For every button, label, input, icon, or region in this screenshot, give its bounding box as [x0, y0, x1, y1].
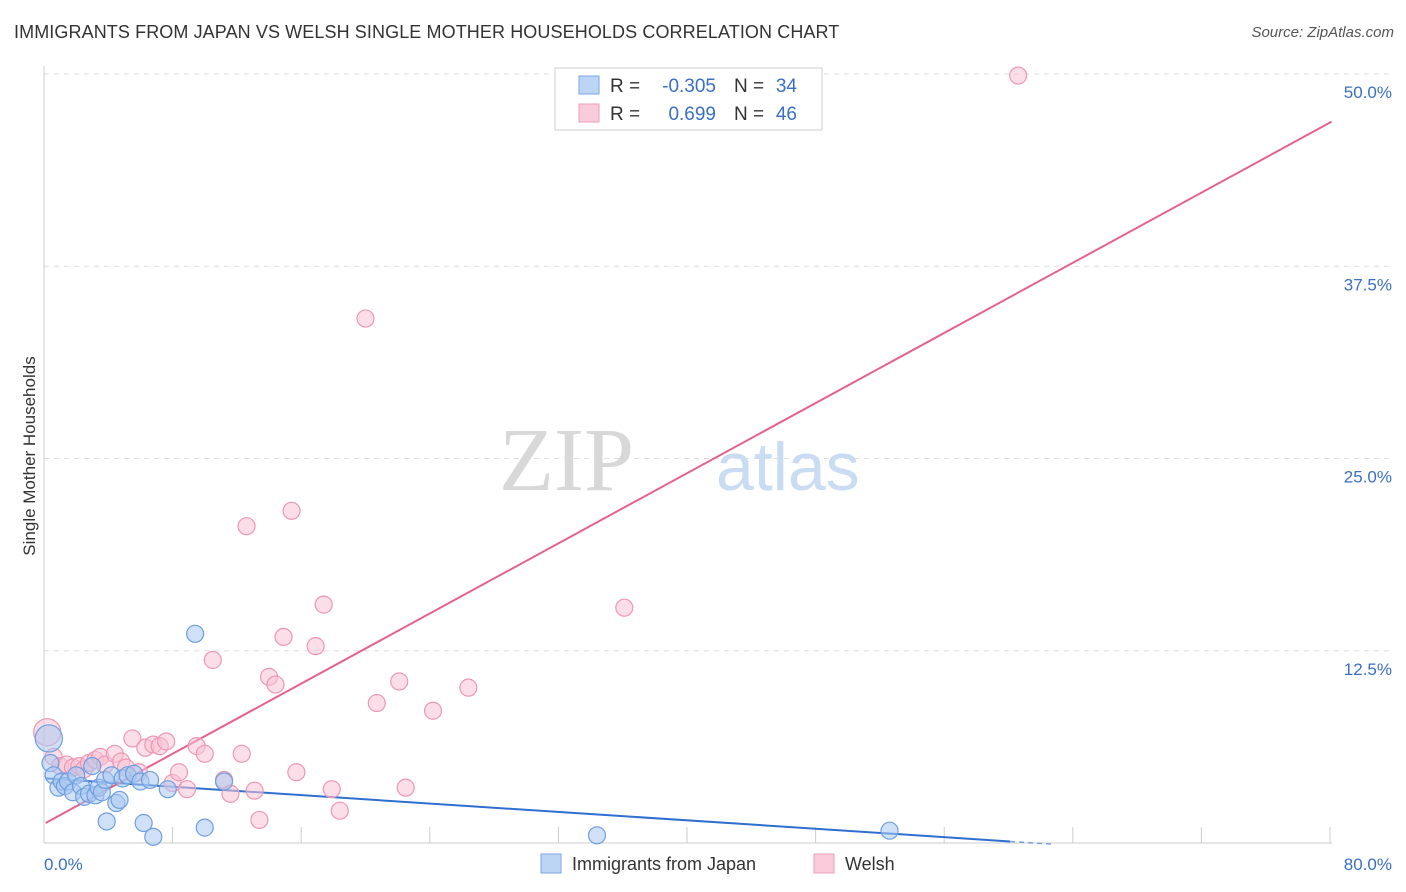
- point-welsh: [203, 650, 222, 670]
- series-legend-swatch-japan: [540, 853, 562, 874]
- point-japan: [83, 756, 102, 776]
- point-japan: [158, 780, 177, 799]
- legend-swatch-blue: [578, 75, 600, 95]
- chart-title: IMMIGRANTS FROM JAPAN VS WELSH SINGLE MO…: [14, 22, 840, 42]
- point-welsh: [282, 501, 301, 520]
- legend-swatch-pink: [578, 103, 600, 123]
- point-welsh: [245, 781, 264, 800]
- point-japan: [186, 624, 205, 643]
- data-points: [33, 66, 1028, 846]
- point-welsh: [169, 763, 189, 782]
- point-welsh: [287, 763, 306, 782]
- point-japan: [134, 813, 153, 833]
- point-welsh: [367, 693, 386, 713]
- axes: [43, 66, 1332, 844]
- point-welsh: [615, 598, 634, 617]
- x-tick-label-max: 80.0%: [1344, 855, 1392, 874]
- point-welsh: [322, 780, 341, 799]
- source-credit: Source: ZipAtlas.com: [1251, 24, 1394, 41]
- legend-r-label-blue: R =: [610, 76, 640, 97]
- series-legend-label-welsh: Welsh: [845, 854, 895, 874]
- trendline-japan-extension: [1010, 840, 1054, 846]
- point-japan: [195, 818, 214, 837]
- x-tick-label-min: 0.0%: [44, 855, 83, 874]
- legend-n-value-pink: 46: [776, 104, 797, 125]
- point-japan: [140, 770, 160, 790]
- watermark: ZIP atlas: [499, 411, 860, 510]
- point-welsh: [123, 729, 142, 748]
- y-tick-labels: 12.5% 25.0% 37.5% 50.0%: [1344, 83, 1392, 679]
- point-welsh: [274, 627, 293, 647]
- point-welsh: [314, 595, 333, 614]
- point-japan: [880, 821, 899, 840]
- point-japan: [144, 827, 163, 846]
- point-japan: [34, 724, 64, 753]
- series-legend-label-japan: Immigrants from Japan: [572, 854, 756, 874]
- point-welsh: [356, 309, 375, 328]
- watermark-atlas: atlas: [716, 429, 860, 505]
- watermark-zip: ZIP: [499, 411, 634, 510]
- point-japan: [214, 772, 234, 791]
- point-japan: [110, 790, 129, 810]
- legend-n-value-blue: 34: [776, 76, 798, 97]
- stats-legend: R = -0.305 N = 34 R = 0.699 N = 46: [554, 67, 823, 131]
- series-legend: Immigrants from Japan Welsh: [540, 853, 895, 874]
- point-welsh: [237, 517, 256, 536]
- point-welsh: [306, 637, 325, 656]
- legend-r-label-pink: R =: [610, 104, 640, 125]
- y-tick-label: 25.0%: [1344, 468, 1392, 487]
- point-welsh: [157, 732, 176, 751]
- trendline-japan: [45, 777, 1011, 843]
- y-axis-label: Single Mother Households: [20, 356, 39, 555]
- point-welsh: [195, 744, 214, 763]
- point-welsh: [330, 801, 349, 820]
- legend-n-label-blue: N =: [734, 76, 764, 97]
- trendlines: [45, 120, 1333, 846]
- y-tick-label: 50.0%: [1344, 83, 1392, 102]
- grid-lines: [44, 73, 1392, 652]
- point-welsh: [396, 778, 415, 797]
- point-welsh: [390, 672, 409, 691]
- legend-r-value-pink: 0.699: [668, 104, 716, 125]
- point-welsh: [250, 810, 269, 830]
- point-welsh: [266, 675, 285, 694]
- legend-n-label-pink: N =: [734, 104, 764, 125]
- point-welsh: [177, 780, 197, 799]
- y-tick-label: 37.5%: [1344, 275, 1392, 294]
- trendline-welsh: [45, 120, 1333, 824]
- legend-r-value-blue: -0.305: [662, 76, 716, 97]
- point-japan: [97, 812, 116, 831]
- y-tick-label: 12.5%: [1344, 660, 1392, 679]
- point-welsh: [423, 701, 443, 720]
- point-welsh: [1009, 66, 1028, 85]
- point-welsh: [232, 744, 251, 763]
- series-legend-swatch-welsh: [813, 853, 835, 874]
- point-welsh: [459, 678, 478, 697]
- point-japan: [587, 826, 607, 845]
